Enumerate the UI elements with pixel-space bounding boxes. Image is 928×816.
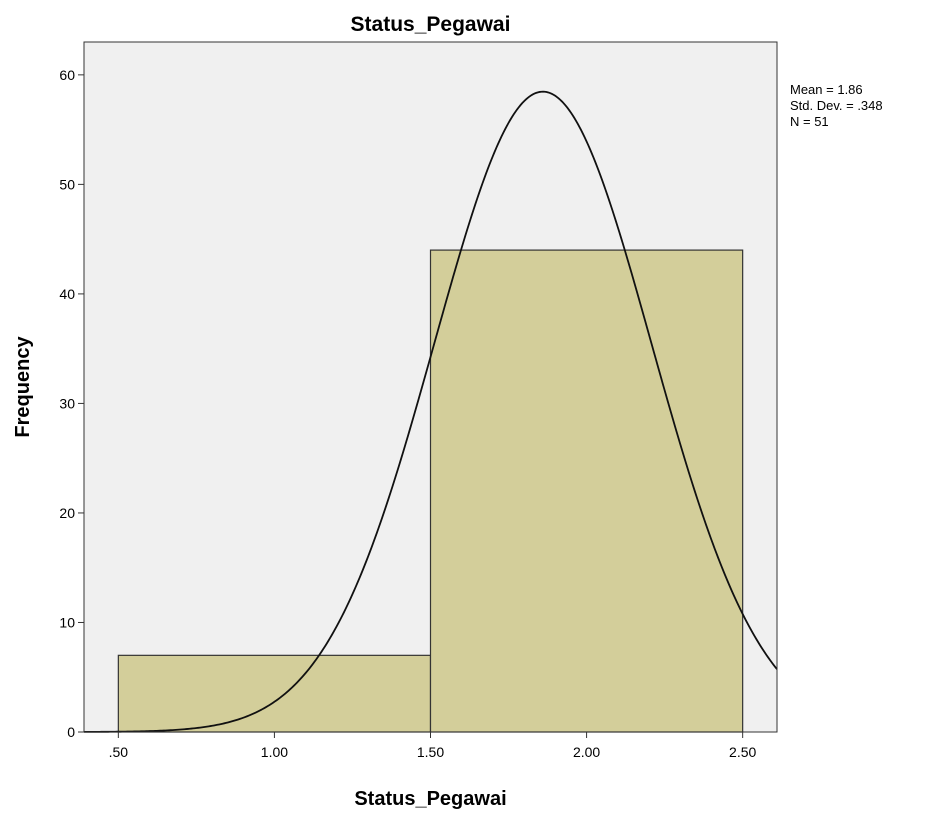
y-axis: 0 10 20 30 40 50 60	[59, 67, 84, 740]
x-axis: .50 1.00 1.50 2.00 2.50	[109, 732, 756, 760]
y-tick-label: 10	[59, 614, 75, 630]
bars-group	[117, 249, 744, 733]
x-axis-label: Status_Pegawai	[354, 788, 506, 810]
histogram-bar-1	[117, 654, 432, 733]
stats-n: N = 51	[790, 114, 829, 129]
stats-box: Mean = 1.86 Std. Dev. = .348 N = 51	[790, 82, 883, 129]
x-tick-label: 1.00	[261, 744, 288, 760]
x-tick-label: 1.50	[417, 744, 444, 760]
y-tick-label: 0	[67, 724, 75, 740]
y-tick-label: 20	[59, 505, 75, 521]
x-tick-label: 2.50	[729, 744, 756, 760]
y-tick-label: 30	[59, 395, 75, 411]
x-tick-label: .50	[109, 744, 129, 760]
y-axis-label: Frequency	[12, 336, 34, 438]
x-tick-label: 2.00	[573, 744, 600, 760]
y-tick-label: 50	[59, 176, 75, 192]
stats-std-dev: Std. Dev. = .348	[790, 98, 883, 113]
y-tick-label: 40	[59, 286, 75, 302]
stats-mean: Mean = 1.86	[790, 82, 863, 97]
histogram-bar-2	[429, 249, 744, 733]
chart-title: Status_Pegawai	[351, 13, 511, 36]
y-tick-label: 60	[59, 67, 75, 83]
normal-curve	[84, 90, 778, 733]
